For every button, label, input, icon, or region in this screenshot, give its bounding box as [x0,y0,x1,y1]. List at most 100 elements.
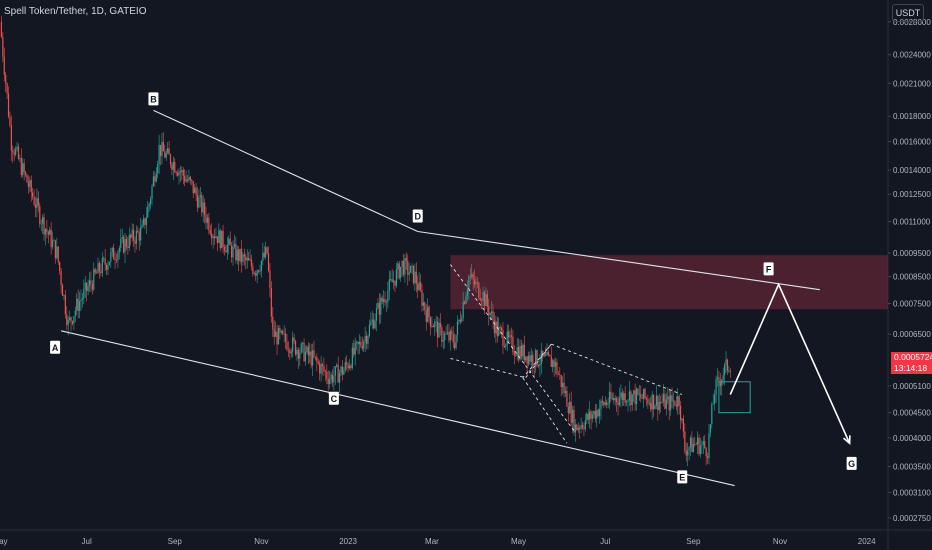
candle-body [589,411,591,420]
candle-body [259,271,261,272]
candle-body [597,410,599,417]
candle-body [637,388,639,395]
candle-body [16,146,18,150]
candle-body [425,310,427,322]
dashed-trendline [450,357,526,379]
candle-body [76,298,78,311]
candle-body [246,257,248,261]
currency-badge[interactable]: USDT [892,4,924,22]
candle-body [401,260,403,267]
candle-body [570,401,572,423]
candle-body [709,424,711,433]
candle-body [208,217,210,231]
candle-body [502,330,504,346]
candle-body [435,321,437,323]
candle-body [407,260,409,275]
candle-body [383,299,385,302]
candle-body [698,437,700,454]
candle-body [30,180,32,193]
candle-body [273,329,275,337]
candle-body [490,311,493,314]
candle-body [374,320,376,329]
candle-body [525,356,527,361]
candle-body [375,308,378,321]
candle-body [44,228,47,235]
candle-body [86,282,88,291]
candle-body [560,375,562,387]
candle-body [252,266,254,274]
x-tick-label: May [0,537,8,546]
candle-body [361,345,363,349]
candle-body [94,269,96,273]
resistance-zone [450,255,888,310]
x-tick-label: Nov [773,537,787,546]
candle-body [574,424,577,433]
candle-body [559,374,561,376]
candle-body [307,346,309,356]
candle-body [12,150,14,153]
candle-body [236,249,238,261]
candle-body [123,236,125,253]
projection-box [718,381,751,414]
candle-body [93,269,95,290]
candle-body [429,317,432,327]
candle-body [32,192,34,197]
candle-body [51,240,54,248]
x-tick-label: Mar [425,537,439,546]
candle-body [617,402,619,405]
candle-body [452,334,454,343]
candle-body [643,389,645,399]
candle-body [233,244,236,247]
candle-body [283,333,285,335]
candle-body [138,232,140,241]
candle-body [36,198,38,208]
candle-body [557,373,559,375]
candle-body [2,36,4,57]
candle-body [186,179,189,181]
candle-body [395,269,398,286]
y-tick-label: 0.0003100 [893,488,931,497]
x-tick-label: May [511,537,526,546]
candle-body [144,218,146,226]
candle-body [600,400,602,410]
candle-body [330,374,332,380]
y-tick-label: 0.0018000 [893,112,931,121]
candle-body [448,332,450,341]
candle-body [47,231,49,235]
candle-body [348,365,351,369]
candle-body [496,321,498,336]
dashed-trendline [525,343,552,378]
candle-body [431,325,433,327]
candle-body [209,230,211,234]
candle-body [276,331,278,345]
candle-body [69,317,71,320]
candle-body [341,366,344,375]
candle-body [549,354,551,357]
y-tick-label: 0.0005100 [893,382,931,391]
candle-body [134,240,136,244]
candle-body [63,295,65,297]
point-label-box-a [50,340,61,354]
candle-body [346,362,348,365]
y-tick-label: 0.0004500 [893,409,931,418]
candle-body [655,395,658,406]
candle-body [662,394,665,403]
candle-body [675,405,677,407]
candle-body [614,398,616,401]
candle-body [206,217,209,223]
point-label-box-b [148,92,159,106]
candle-body [71,321,74,324]
candle-body [394,280,396,286]
candle-body [537,365,540,367]
candle-body [84,282,86,289]
candle-body [644,389,646,398]
candle-body [270,287,272,317]
candle-body [543,354,545,357]
candle-body [510,335,513,337]
candle-body [203,202,206,215]
candle-body [110,252,112,262]
candle-body [486,294,488,307]
candle-body [232,246,234,258]
candle-body [650,403,652,410]
